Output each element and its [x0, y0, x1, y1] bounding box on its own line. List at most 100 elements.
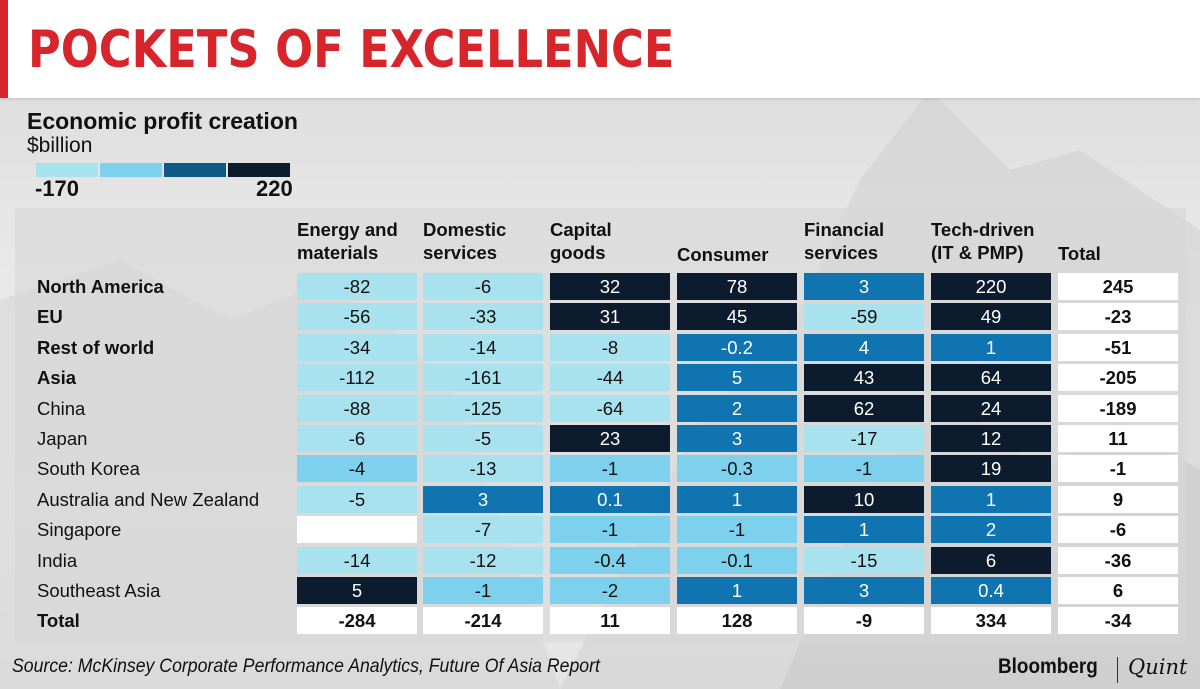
heatmap-cell: -0.1 [677, 546, 797, 574]
heatmap-cell: -161 [423, 364, 543, 392]
heatmap-cell: -8 [550, 333, 670, 361]
heatmap-cell: -12 [423, 546, 543, 574]
column-header: Tech-driven (IT & PMP) [931, 218, 1034, 264]
brand-quint-logo: Quint [1128, 655, 1188, 679]
column-header: Capital goods [550, 218, 612, 264]
heatmap-cell: -4 [297, 455, 417, 483]
heatmap-cell: 4 [804, 333, 924, 361]
column-header-line: Energy and [297, 219, 398, 240]
heatmap-cell: 6 [931, 546, 1051, 574]
heatmap-cell: 45 [677, 303, 797, 331]
row-label: North America [37, 276, 164, 297]
heatmap-cell: 11 [550, 607, 670, 635]
legend-swatch-2 [100, 163, 162, 177]
total-cell: -205 [1058, 364, 1178, 392]
column-header-line: Tech-driven [931, 219, 1035, 240]
column-header-line: Financial [804, 219, 885, 240]
column-header-total: Total [1058, 243, 1101, 264]
heatmap-cell: -214 [423, 607, 543, 635]
heatmap-cell: 19 [931, 455, 1051, 483]
heatmap-cell: -59 [804, 303, 924, 331]
heatmap-cell: 220 [931, 273, 1051, 300]
heatmap-cell: 23 [550, 425, 670, 452]
column-header: Consumer [677, 243, 769, 266]
column-header-line: services [804, 242, 879, 263]
heatmap-cell: -44 [550, 364, 670, 392]
row-label: Singapore [37, 519, 122, 541]
heatmap-cell: -56 [297, 303, 417, 331]
column-header: Domestic services [423, 218, 506, 264]
heatmap-cell: 3 [423, 485, 543, 513]
heatmap-cell: -9 [804, 607, 924, 635]
column-header-line: goods [550, 242, 606, 263]
heatmap-cell: 3 [804, 577, 924, 604]
row-label: Asia [37, 367, 77, 389]
heatmap-cell: 0.4 [931, 577, 1051, 604]
heatmap-cell: -34 [297, 333, 417, 361]
heatmap-cell: 49 [931, 303, 1051, 331]
heatmap-cell: 24 [931, 394, 1051, 422]
heatmap-cell: -1 [677, 516, 797, 544]
column-header-line: (IT & PMP) [931, 242, 1024, 263]
legend-swatch-4 [228, 163, 290, 177]
heatmap-cell: 62 [804, 394, 924, 422]
total-cell: -34 [1058, 607, 1178, 635]
title-bar: POCKETS OF EXCELLENCE [0, 0, 1200, 98]
total-cell: -23 [1058, 303, 1178, 331]
heatmap-cell: 1 [931, 333, 1051, 361]
page-title: POCKETS OF EXCELLENCE [28, 20, 675, 80]
total-cell: 11 [1058, 425, 1178, 452]
row-label: India [37, 549, 78, 571]
heatmap-cell: -1 [804, 455, 924, 483]
heatmap-cell: -15 [804, 546, 924, 574]
heatmap-cell: -125 [423, 394, 543, 422]
heatmap-cell: -284 [297, 607, 417, 635]
heatmap-cell: 43 [804, 364, 924, 392]
legend-min-label: -170 [35, 176, 80, 201]
source-note: Source: McKinsey Corporate Performance A… [12, 656, 600, 677]
total-cell: -51 [1058, 333, 1178, 361]
legend-swatch-1 [36, 163, 98, 177]
heatmap-cell: 32 [550, 273, 670, 300]
heatmap-cell: -0.3 [677, 455, 797, 483]
heatmap-cell: 78 [677, 273, 797, 300]
heatmap-cell: -5 [297, 485, 417, 513]
heatmap-cell: -82 [297, 273, 417, 300]
heatmap-cell: 5 [677, 364, 797, 392]
heatmap-cell: 2 [931, 516, 1051, 544]
heatmap-cell: -88 [297, 394, 417, 422]
row-label: Southeast Asia [37, 580, 161, 601]
column-header: Financial services [804, 218, 884, 264]
heatmap-cell: -6 [423, 273, 543, 300]
heatmap-cell: 5 [297, 577, 417, 604]
heatmap-cell: -33 [423, 303, 543, 331]
brand-divider [1117, 657, 1118, 683]
heatmap-cell: 64 [931, 364, 1051, 392]
row-label: South Korea [37, 458, 140, 480]
heatmap-cell: -6 [297, 425, 417, 452]
heatmap-cell: -1 [550, 516, 670, 544]
heatmap-cell: 3 [804, 273, 924, 300]
column-header-line: Domestic [423, 219, 507, 240]
row-label: Australia and New Zealand [37, 488, 260, 510]
legend-unit: $billion [27, 134, 93, 157]
heatmap-cell: 3 [677, 425, 797, 452]
column-header-line: materials [297, 242, 379, 263]
heatmap-cell: 1 [677, 485, 797, 513]
heatmap-cell: 2 [677, 394, 797, 422]
column-header-line: Consumer [677, 244, 769, 265]
heatmap-cell: -14 [297, 546, 417, 574]
total-cell: -36 [1058, 546, 1178, 574]
total-cell: 245 [1058, 273, 1178, 300]
heatmap-cell: 0.1 [550, 485, 670, 513]
heatmap-cell: -17 [804, 425, 924, 452]
heatmap-cell: 1 [804, 516, 924, 544]
total-cell: -6 [1058, 516, 1178, 544]
heatmap-cell: -64 [550, 394, 670, 422]
heatmap-cell: -7 [423, 516, 543, 544]
heatmap-cell: -14 [423, 333, 543, 361]
heatmap-cell: 334 [931, 607, 1051, 635]
column-header-line: services [423, 242, 498, 263]
heatmap-cell: 12 [931, 425, 1051, 452]
heatmap-cell: -1 [423, 577, 543, 604]
